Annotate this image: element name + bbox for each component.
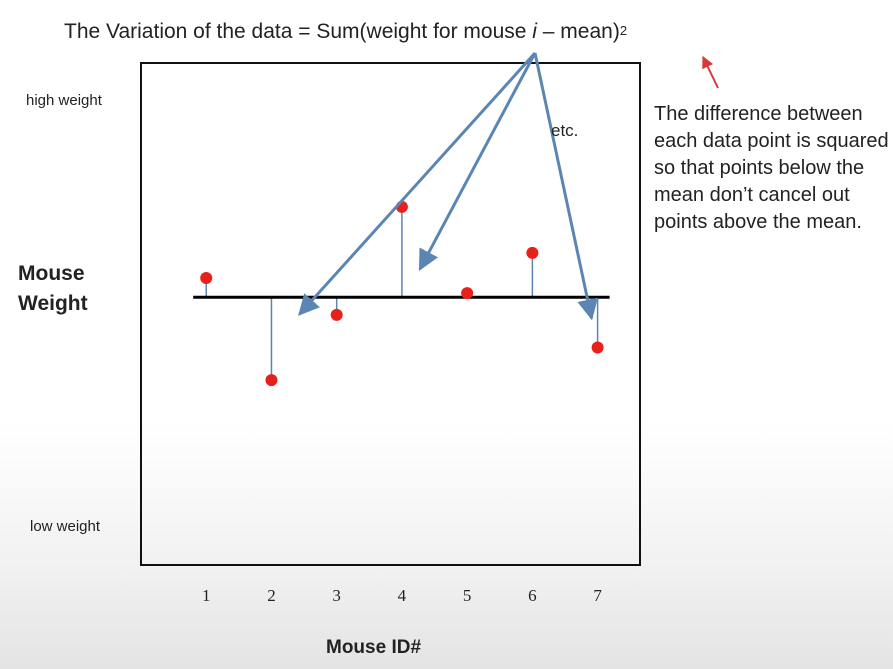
data-point-7: [591, 341, 604, 354]
data-point-1: [200, 272, 213, 285]
y-axis-label: Mouse Weight: [18, 262, 88, 315]
pointer-arrow-mouse-4: [418, 52, 537, 271]
x-tick-label-6: 6: [528, 586, 537, 605]
x-tick-label-1: 1: [202, 586, 211, 605]
pointer-arrow-mouse-2: [298, 51, 537, 316]
y-bottom-label: low weight: [30, 518, 101, 535]
data-point-5: [461, 287, 474, 300]
x-tick-label-3: 3: [332, 586, 341, 605]
chart-title: The Variation of the data = Sum(weight f…: [64, 20, 724, 44]
x-tick-label-4: 4: [398, 586, 407, 605]
title-prefix: The Variation of the data = Sum(weight f…: [64, 20, 533, 43]
exponent-pointer-arrow: [702, 55, 719, 89]
plot-frame: [140, 62, 641, 566]
data-point-3: [330, 308, 343, 321]
etc-label: etc.: [551, 121, 578, 140]
data-point-6: [526, 246, 539, 259]
pointer-arrow-mouse-7: [533, 52, 598, 321]
x-tick-label-2: 2: [267, 586, 276, 605]
explanation-note: The difference between each data point i…: [654, 103, 889, 233]
data-point-2: [265, 374, 278, 387]
x-axis-label: Mouse ID#: [326, 637, 422, 658]
x-tick-label-5: 5: [463, 586, 472, 605]
y-top-label: high weight: [26, 92, 102, 109]
x-tick-label-7: 7: [593, 586, 602, 605]
title-italic-i: i: [532, 20, 537, 43]
title-exponent: 2: [619, 23, 628, 38]
title-suffix: – mean): [536, 20, 620, 43]
